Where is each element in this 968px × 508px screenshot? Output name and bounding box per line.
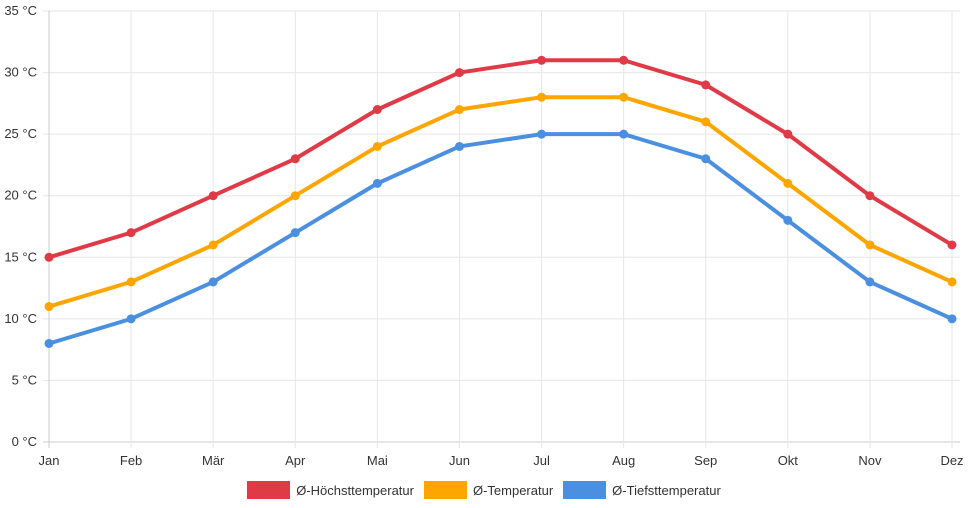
data-point[interactable]	[372, 141, 382, 151]
data-point[interactable]	[208, 240, 218, 250]
data-point[interactable]	[865, 277, 875, 287]
data-point[interactable]	[619, 55, 629, 65]
data-point[interactable]	[372, 178, 382, 188]
data-point[interactable]	[947, 314, 957, 324]
y-axis: 0 °C 5 °C 10 °C 15 °C 20 °C 25 °C 30 °C 35 °C	[4, 3, 37, 449]
grid	[43, 10, 960, 448]
y-tick-label: 35 °C	[4, 3, 37, 18]
data-point[interactable]	[701, 154, 711, 164]
series-lines	[44, 55, 957, 348]
data-point[interactable]	[44, 338, 54, 348]
legend-swatch	[247, 481, 291, 499]
series-line	[48, 58, 954, 260]
data-point[interactable]	[783, 178, 793, 188]
x-tick-label: Sep	[694, 453, 717, 468]
y-tick-label: 15 °C	[4, 249, 37, 264]
y-tick-label: 5 °C	[12, 372, 37, 387]
data-point[interactable]	[290, 228, 300, 238]
data-point[interactable]	[44, 252, 54, 262]
y-tick-label: 10 °C	[4, 311, 37, 326]
legend-swatch	[563, 481, 607, 499]
data-point[interactable]	[537, 55, 547, 65]
legend-label: Ø-Tiefsttemperatur	[612, 482, 721, 498]
x-axis: Jan Feb Mär Apr Mai Jun Jul Aug Sep Okt Nov Dez	[39, 453, 964, 468]
legend-item[interactable]: Ø-Tiefsttemperatur	[563, 481, 721, 499]
data-point[interactable]	[783, 215, 793, 225]
data-point[interactable]	[208, 191, 218, 201]
legend-label: Ø-Temperatur	[472, 482, 554, 498]
data-point[interactable]	[947, 240, 957, 250]
data-point[interactable]	[290, 154, 300, 164]
series-line	[48, 95, 953, 309]
legend-item[interactable]: Ø-Höchsttemperatur	[247, 481, 414, 499]
legend-swatch	[423, 481, 467, 499]
x-tick-label: Jul	[533, 453, 550, 468]
legend-label: Ø-Höchsttemperatur	[296, 482, 414, 498]
data-point[interactable]	[947, 277, 957, 287]
series-2	[44, 129, 957, 348]
data-point[interactable]	[454, 141, 464, 151]
data-point[interactable]	[537, 129, 547, 139]
y-tick-label: 30 °C	[4, 65, 37, 80]
x-tick-label: Feb	[120, 453, 142, 468]
data-point[interactable]	[454, 105, 464, 115]
series-1	[44, 92, 957, 312]
x-tick-label: Nov	[858, 453, 882, 468]
y-tick-label: 25 °C	[4, 126, 37, 141]
series-0	[44, 55, 957, 262]
x-tick-label: Aug	[612, 453, 635, 468]
y-tick-label: 0 °C	[12, 434, 37, 449]
data-point[interactable]	[126, 228, 136, 238]
data-point[interactable]	[701, 117, 711, 127]
legend-item[interactable]: Ø-Temperatur	[423, 481, 554, 499]
data-point[interactable]	[783, 129, 793, 139]
x-tick-label: Jun	[449, 453, 470, 468]
legend: Ø-Höchsttemperatur Ø-Temperatur Ø-Tiefstte…	[0, 481, 968, 499]
data-point[interactable]	[454, 68, 464, 78]
data-point[interactable]	[290, 191, 300, 201]
x-tick-label: Dez	[940, 453, 963, 468]
series-line	[48, 132, 953, 346]
x-tick-label: Okt	[778, 453, 799, 468]
data-point[interactable]	[126, 277, 136, 287]
data-point[interactable]	[208, 277, 218, 287]
data-point[interactable]	[44, 302, 54, 312]
data-point[interactable]	[537, 92, 547, 102]
temperature-chart: 0 °C 5 °C 10 °C 15 °C 20 °C 25 °C 30 °C 35 °C J…	[4, 3, 964, 468]
data-point[interactable]	[865, 191, 875, 201]
x-tick-label: Jan	[39, 453, 60, 468]
data-point[interactable]	[126, 314, 136, 324]
x-tick-label: Apr	[285, 453, 306, 468]
data-point[interactable]	[701, 80, 711, 90]
x-tick-label: Mär	[202, 453, 225, 468]
data-point[interactable]	[619, 129, 629, 139]
data-point[interactable]	[865, 240, 875, 250]
data-point[interactable]	[372, 105, 382, 115]
x-tick-label: Mai	[367, 453, 388, 468]
y-tick-label: 20 °C	[4, 188, 37, 203]
data-point[interactable]	[619, 92, 629, 102]
